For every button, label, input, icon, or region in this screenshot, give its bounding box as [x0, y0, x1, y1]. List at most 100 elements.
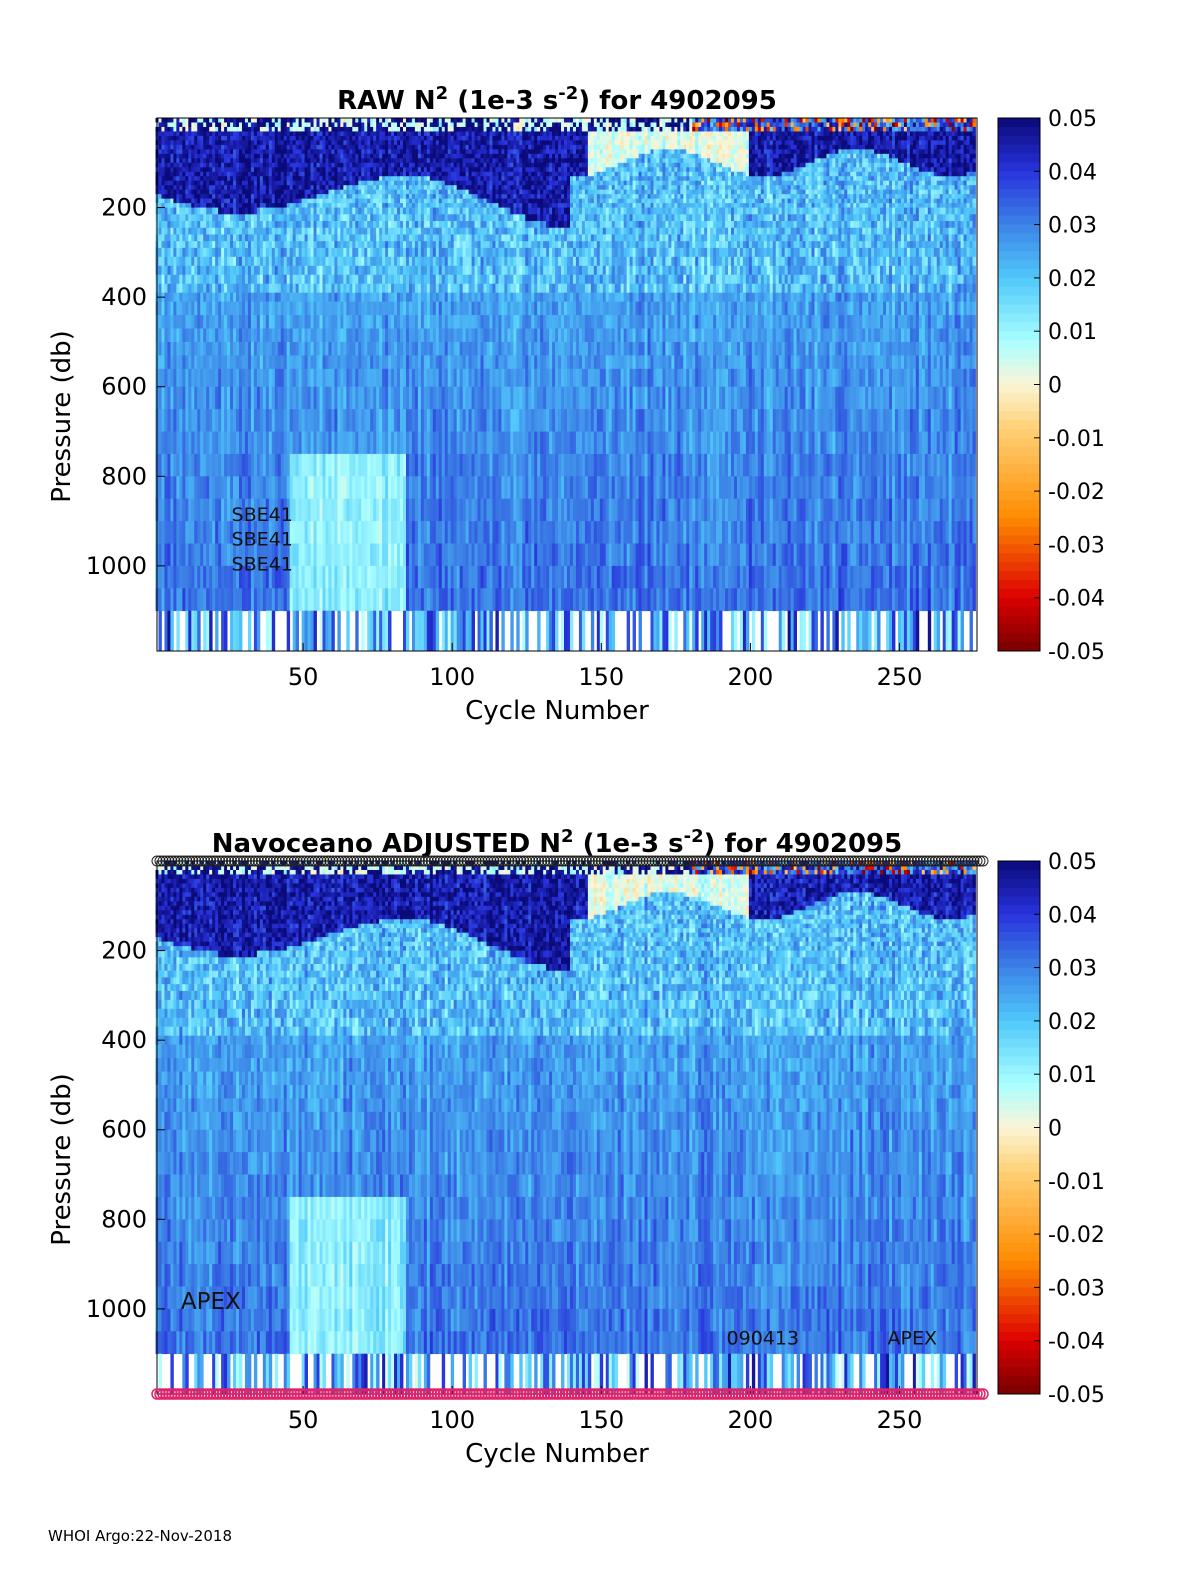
heatmap-cell [320, 293, 323, 302]
heatmap-cell [266, 369, 269, 387]
heatmap-cell [328, 293, 331, 302]
heatmap-cell [311, 158, 314, 163]
heatmap-cell [355, 432, 358, 455]
heatmap-cell [278, 409, 281, 432]
heatmap-cell [400, 432, 403, 455]
heatmap-cell [185, 611, 188, 652]
heatmap-cell [278, 172, 281, 177]
heatmap-cell [203, 203, 206, 208]
heatmap-cell [170, 241, 173, 248]
heatmap-cell [376, 127, 379, 132]
heatmap-cell [182, 355, 185, 369]
heatmap-cell [400, 199, 403, 204]
heatmap-cell [349, 203, 352, 208]
heatmap-cell [290, 454, 293, 477]
heatmap-cell [209, 190, 212, 195]
heatmap-cell [305, 122, 308, 127]
heatmap-cell [400, 355, 403, 369]
heatmap-cell [206, 432, 209, 455]
heatmap-cell [325, 476, 328, 499]
heatmap-cell [382, 387, 385, 410]
heatmap-cell [224, 369, 227, 387]
heatmap-cell [376, 248, 379, 257]
heatmap-cell [203, 293, 206, 302]
heatmap-cell [451, 476, 454, 499]
heatmap-cell [182, 118, 185, 123]
heatmap-cell [379, 266, 382, 275]
heatmap-cell [212, 342, 215, 356]
heatmap-cell [293, 131, 296, 136]
heatmap-cell [343, 432, 346, 455]
heatmap-cell [185, 190, 188, 195]
heatmap-cell [424, 214, 427, 221]
heatmap-cell [269, 588, 272, 611]
heatmap-cell [358, 248, 361, 257]
heatmap-cell [454, 588, 457, 611]
heatmap-cell [376, 241, 379, 248]
heatmap-cell [224, 342, 227, 356]
heatmap-cell [343, 275, 346, 284]
heatmap-cell [433, 194, 436, 199]
heatmap-cell [352, 176, 355, 181]
heatmap-cell [167, 136, 170, 141]
heatmap-cell [317, 199, 320, 204]
heatmap-cell [239, 131, 242, 136]
heatmap-cell [361, 248, 364, 257]
heatmap-cell [293, 136, 296, 141]
heatmap-cell [245, 248, 248, 257]
heatmap-cell [409, 355, 412, 369]
heatmap-cell [248, 118, 251, 123]
heatmap-cell [176, 228, 179, 235]
heatmap-cell [173, 454, 176, 477]
heatmap-cell [215, 275, 218, 284]
heatmap-cell [433, 181, 436, 186]
heatmap-cell [337, 181, 340, 186]
heatmap-cell [406, 241, 409, 248]
heatmap-cell [194, 163, 197, 168]
heatmap-cell [161, 140, 164, 145]
heatmap-cell [248, 181, 251, 186]
heatmap-cell [251, 167, 254, 172]
heatmap-cell [397, 257, 400, 266]
heatmap-cell [272, 176, 275, 181]
heatmap-cell [343, 158, 346, 163]
heatmap-cell [328, 499, 331, 522]
heatmap-cell [427, 136, 430, 141]
heatmap-cell [322, 248, 325, 257]
heatmap-cell [403, 214, 406, 221]
heatmap-cell [421, 342, 424, 356]
heatmap-cell [331, 127, 334, 132]
heatmap-cell [194, 293, 197, 302]
heatmap-cell [170, 275, 173, 284]
heatmap-cell [179, 145, 182, 150]
heatmap-cell [188, 234, 191, 241]
heatmap-cell [445, 131, 448, 136]
heatmap-cell [203, 199, 206, 204]
heatmap-cell [409, 118, 412, 123]
heatmap-cell [161, 208, 164, 215]
heatmap-cell [325, 172, 328, 177]
heatmap-cell [412, 145, 415, 150]
heatmap-cell [328, 172, 331, 177]
heatmap-cell [370, 266, 373, 275]
heatmap-cell [427, 185, 430, 190]
heatmap-cell [385, 611, 388, 652]
heatmap-cell [284, 315, 287, 329]
heatmap-cell [352, 315, 355, 329]
heatmap-cell [424, 454, 427, 477]
heatmap-cell [370, 185, 373, 190]
heatmap-cell [445, 122, 448, 127]
heatmap-cell [439, 140, 442, 145]
heatmap-cell [445, 521, 448, 544]
heatmap-cell [290, 190, 293, 195]
heatmap-cell [269, 257, 272, 266]
heatmap-cell [448, 214, 451, 221]
heatmap-cell [340, 588, 343, 611]
heatmap-cell [355, 208, 358, 215]
heatmap-cell [224, 588, 227, 611]
heatmap-cell [206, 214, 209, 221]
heatmap-cell [311, 241, 314, 248]
heatmap-cell [164, 163, 167, 168]
heatmap-cell [418, 284, 421, 293]
heatmap-cell [158, 234, 161, 241]
